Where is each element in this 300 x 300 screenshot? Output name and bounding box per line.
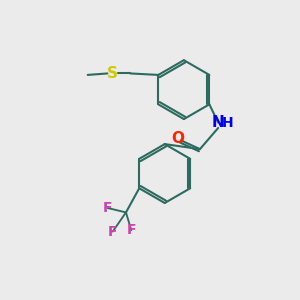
Text: F: F — [127, 223, 136, 237]
Text: S: S — [107, 66, 118, 81]
Text: N: N — [212, 115, 225, 130]
Text: F: F — [103, 201, 112, 215]
Text: O: O — [171, 131, 184, 146]
Text: H: H — [222, 116, 233, 130]
Text: F: F — [108, 225, 118, 238]
